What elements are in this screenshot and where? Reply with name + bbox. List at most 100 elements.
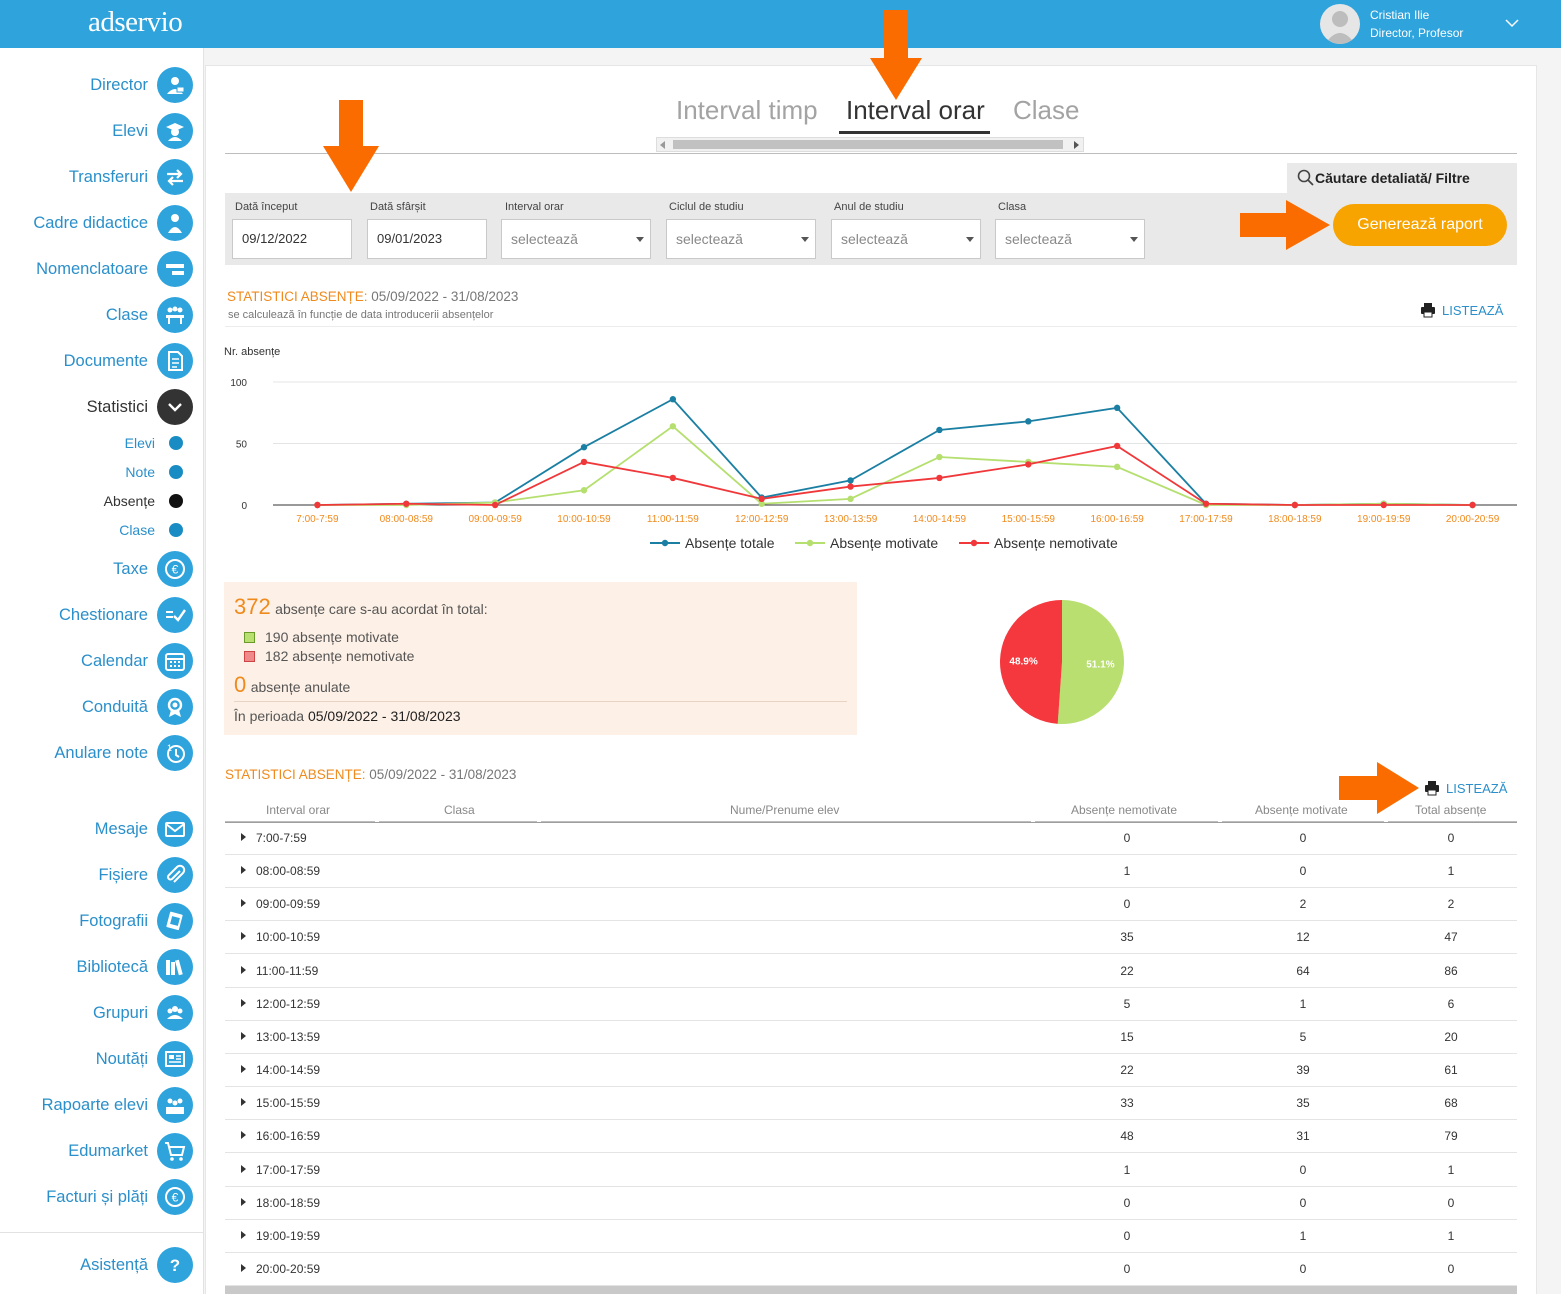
data-point (847, 495, 854, 503)
end-date-input[interactable]: 09/01/2023 (367, 219, 487, 259)
students-report-icon (157, 1087, 193, 1123)
sidebar-item-fotografii[interactable]: Fotografii (79, 902, 193, 940)
table-row[interactable]: 20:00-20:59 0 0 0 (225, 1253, 1517, 1286)
x-tick-label: 18:00-18:59 (1268, 514, 1322, 525)
detailed-search-toggle[interactable]: Căutare detaliată/ Filtre (1287, 163, 1517, 193)
class-select[interactable]: selectează (995, 219, 1145, 259)
sidebar-subitem-label: Note (125, 464, 155, 480)
table-row[interactable]: 13:00-13:59 15 5 20 (225, 1021, 1517, 1054)
x-tick-label: 10:00-10:59 (557, 514, 611, 525)
sidebar-item-fișiere[interactable]: Fișiere (98, 856, 193, 894)
tab-clase[interactable]: Clase (1013, 95, 1080, 125)
sidebar-item-bibliotecă[interactable]: Bibliotecă (76, 948, 193, 986)
sidebar-item-statistici[interactable]: Statistici (87, 388, 193, 426)
x-tick-label: 15:00-15:59 (1002, 514, 1056, 525)
scrollbar-thumb[interactable] (673, 140, 1063, 149)
table-row[interactable]: 11:00-11:59 22 64 86 (225, 955, 1517, 988)
interval-label: Interval orar (505, 201, 564, 213)
annotation-arrow-down-icon (870, 10, 922, 100)
sidebar-item-documente[interactable]: Documente (64, 342, 193, 380)
expand-caret-icon[interactable] (241, 1230, 246, 1239)
sidebar-item-label: Fișiere (98, 865, 148, 884)
expand-caret-icon[interactable] (241, 932, 246, 941)
logo[interactable]: adservio (88, 6, 183, 38)
sidebar-item-transferuri[interactable]: Transferuri (69, 158, 193, 196)
sidebar-item-director[interactable]: Director (90, 66, 193, 104)
teacher-icon (157, 205, 193, 241)
user-name[interactable]: Cristian Ilie (1370, 8, 1430, 22)
start-date-input[interactable]: 09/12/2022 (232, 219, 352, 259)
sidebar-item-noutăți[interactable]: Noutăți (96, 1040, 193, 1078)
sidebar-item-asistență[interactable]: Asistență? (80, 1246, 193, 1284)
table-row[interactable]: 17:00-17:59 1 0 1 (225, 1154, 1517, 1187)
sidebar-item-anulare-note[interactable]: Anulare note 1 (54, 734, 193, 772)
sidebar-item-elevi[interactable]: Elevi (112, 112, 193, 150)
expand-caret-icon[interactable] (241, 1031, 246, 1040)
table-row[interactable]: 12:00-12:59 5 1 6 (225, 988, 1517, 1021)
expand-caret-icon[interactable] (241, 1197, 246, 1206)
sidebar-item-mesaje[interactable]: Mesaje (95, 810, 193, 848)
sidebar-item-conduită[interactable]: Conduită (82, 688, 193, 726)
table-row[interactable]: 7:00-7:59 0 0 0 (225, 822, 1517, 855)
year-select[interactable]: selectează (831, 219, 981, 259)
col-header-class[interactable]: Clasa (444, 803, 475, 817)
sidebar-item-cadre-didactice[interactable]: Cadre didactice (33, 204, 193, 242)
expand-caret-icon[interactable] (241, 1098, 246, 1107)
expand-caret-icon[interactable] (241, 899, 246, 908)
table-row[interactable]: 10:00-10:59 35 12 47 (225, 921, 1517, 955)
interval-select[interactable]: selectează (501, 219, 651, 259)
scroll-left-icon[interactable] (660, 141, 666, 149)
photos-icon (157, 903, 193, 939)
expand-caret-icon[interactable] (241, 833, 246, 841)
expand-caret-icon[interactable] (241, 866, 246, 875)
y-tick-label: 100 (230, 378, 247, 389)
chevron-down-icon (157, 389, 193, 425)
cell-interval: 20:00-20:59 (256, 1261, 321, 1276)
sidebar-item-facturi-și-plăți[interactable]: Facturi și plăți € (46, 1178, 193, 1216)
cell-motivated: 39 (1296, 1063, 1310, 1078)
sidebar-item-edumarket[interactable]: Edumarket (68, 1132, 193, 1170)
sidebar-subitem-note[interactable]: Note (125, 461, 183, 483)
chevron-down-icon[interactable] (1503, 14, 1521, 32)
table-row[interactable]: 18:00-18:59 0 0 0 (225, 1187, 1517, 1220)
sidebar-subitem-clase[interactable]: Clase (119, 519, 183, 541)
tabs-scrollbar[interactable] (656, 137, 1084, 152)
sidebar-item-nomenclatoare[interactable]: Nomenclatoare (36, 250, 193, 288)
expand-caret-icon[interactable] (241, 1164, 246, 1173)
table-row[interactable]: 15:00-15:59 33 35 68 (225, 1087, 1517, 1121)
col-header-interval[interactable]: Interval orar (266, 803, 331, 817)
sidebar-item-clase[interactable]: Clase (106, 296, 193, 334)
sidebar-subitem-elevi[interactable]: Elevi (125, 432, 183, 454)
col-header-student-name[interactable]: Nume/Prenume elev (730, 803, 840, 817)
col-header-motivated[interactable]: Absențe motivate (1255, 803, 1348, 817)
table-row[interactable]: 19:00-19:59 0 1 1 (225, 1220, 1517, 1253)
tab-interval-orar[interactable]: Interval orar (846, 95, 985, 125)
col-header-unmotivated[interactable]: Absențe nemotivate (1071, 803, 1178, 817)
sidebar-item-rapoarte-elevi[interactable]: Rapoarte elevi (42, 1086, 193, 1124)
expand-caret-icon[interactable] (241, 965, 246, 974)
cycle-select-value: selectează (676, 231, 743, 247)
table-row[interactable]: 14:00-14:59 22 39 61 (225, 1054, 1517, 1088)
sidebar-item-grupuri[interactable]: Grupuri (93, 994, 193, 1032)
cycle-select[interactable]: selectează (666, 219, 816, 259)
cell-total: 2 (1447, 897, 1455, 912)
tab-interval-timp[interactable]: Interval timp (676, 95, 818, 125)
expand-caret-icon[interactable] (241, 1065, 246, 1074)
sidebar-item-calendar[interactable]: Calendar (81, 642, 193, 680)
table-row[interactable]: 16:00-16:59 48 31 79 (225, 1120, 1517, 1154)
sidebar-subitem-absențe[interactable]: Absențe (104, 490, 183, 512)
table-row[interactable]: 08:00-08:59 1 0 1 (225, 855, 1517, 889)
table-row[interactable]: 09:00-09:59 0 2 2 (225, 888, 1517, 922)
sidebar-item-chestionare[interactable]: Chestionare (59, 596, 193, 634)
print-table-button[interactable]: LISTEAZĂ (1424, 780, 1507, 796)
col-header-total[interactable]: Total absențe (1415, 803, 1487, 817)
data-point (936, 426, 943, 434)
expand-caret-icon[interactable] (241, 1263, 246, 1272)
expand-caret-icon[interactable] (241, 1131, 246, 1140)
expand-caret-icon[interactable] (241, 998, 246, 1007)
sidebar-item-taxe[interactable]: Taxe € (113, 550, 193, 588)
avatar[interactable] (1320, 4, 1360, 44)
print-chart-button[interactable]: LISTEAZĂ (1420, 302, 1503, 318)
scroll-right-icon[interactable] (1074, 141, 1080, 149)
generate-report-button[interactable]: Generează raport (1333, 204, 1507, 246)
